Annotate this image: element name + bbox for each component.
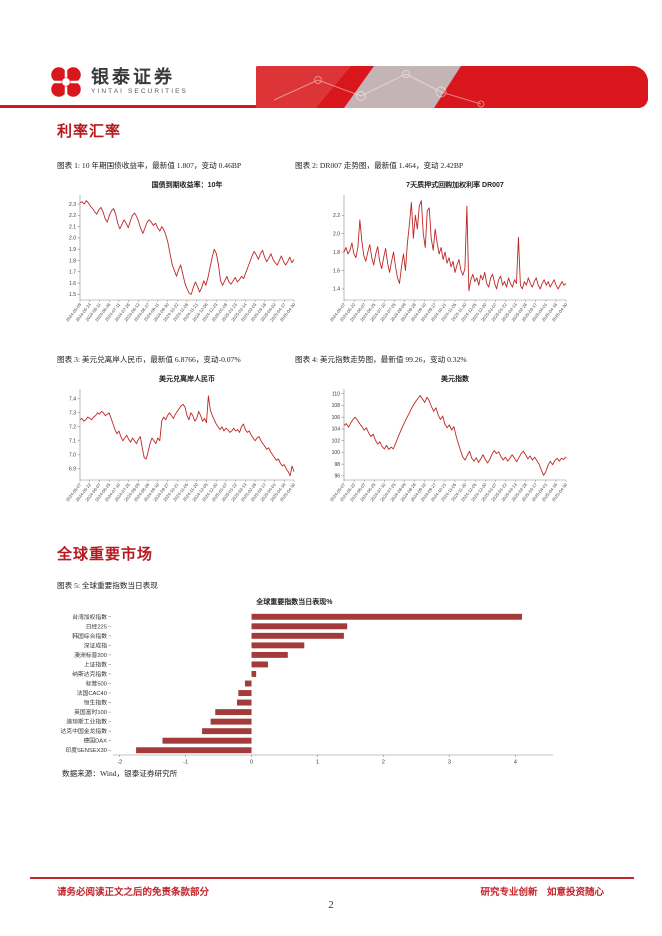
svg-text:澳洲标普200: 澳洲标普200: [74, 651, 107, 659]
svg-text:7.0: 7.0: [69, 453, 76, 459]
footer-divider: [30, 877, 634, 879]
svg-text:道琼斯工业指数: 道琼斯工业指数: [66, 718, 107, 726]
svg-text:6.9: 6.9: [69, 467, 76, 473]
header-banner-graphic: [256, 66, 648, 108]
svg-text:美元指数: 美元指数: [441, 374, 470, 383]
footer-slogan: 研究专业创新 如意投资随心: [480, 888, 604, 898]
svg-text:2.0: 2.0: [69, 236, 76, 242]
svg-text:4: 4: [514, 760, 517, 766]
svg-text:2.1: 2.1: [69, 224, 76, 230]
svg-text:-2: -2: [117, 760, 122, 766]
data-source-note: 数据来源：Wind，银泰证券研究所: [62, 769, 178, 778]
svg-text:7.3: 7.3: [69, 411, 76, 417]
svg-text:1.4: 1.4: [333, 287, 340, 293]
svg-text:100: 100: [332, 450, 341, 456]
svg-text:1: 1: [316, 760, 319, 766]
svg-text:7.1: 7.1: [69, 439, 76, 445]
yintai-logo-icon: [50, 66, 82, 98]
svg-text:3: 3: [448, 760, 451, 766]
treasury-yield-chart: 国债到期收益率：10年1.51.61.71.81.92.02.12.22.320…: [65, 180, 297, 322]
svg-text:上证指数: 上证指数: [84, 660, 107, 668]
svg-text:7天质押式回购加权利率 DR007: 7天质押式回购加权利率 DR007: [406, 180, 504, 189]
svg-text:104: 104: [332, 427, 341, 433]
svg-text:恒生指数: 恒生指数: [84, 699, 107, 707]
svg-text:98: 98: [334, 462, 340, 468]
svg-text:深证成指: 深证成指: [84, 641, 107, 649]
header-divider: [0, 105, 259, 108]
svg-text:台湾加权指数: 台湾加权指数: [72, 613, 107, 621]
svg-text:标普500: 标普500: [86, 680, 107, 688]
figure4-caption: 图表 4: 美元指数走势图，最新值 99.26，变动 0.32%: [295, 355, 467, 364]
svg-text:7.2: 7.2: [69, 425, 76, 431]
svg-text:108: 108: [332, 403, 341, 409]
svg-text:法国CAC40: 法国CAC40: [77, 689, 107, 697]
svg-text:德国DAX: 德国DAX: [83, 737, 107, 745]
svg-text:2.3: 2.3: [69, 202, 76, 208]
svg-text:印度SENSEX30: 印度SENSEX30: [65, 746, 107, 754]
svg-text:102: 102: [332, 438, 341, 444]
svg-text:美元兑离岸人民币: 美元兑离岸人民币: [159, 374, 215, 383]
svg-text:110: 110: [332, 391, 340, 397]
svg-text:7.4: 7.4: [69, 397, 76, 403]
svg-text:纳斯达克中国金龙指数: 纳斯达克中国金龙指数: [60, 727, 107, 735]
svg-text:英国富时100: 英国富时100: [74, 708, 107, 716]
svg-text:纳斯达克指数: 纳斯达克指数: [72, 670, 107, 678]
svg-text:1.7: 1.7: [69, 270, 76, 276]
figure3-caption: 图表 3: 美元兑离岸人民币，最新值 6.8766，变动-0.07%: [57, 355, 241, 364]
section-title-global: 全球重要市场: [57, 547, 154, 563]
svg-text:韩国综合指数: 韩国综合指数: [72, 632, 107, 640]
footer-disclaimer: 请务必阅读正文之后的免责条款部分: [57, 888, 210, 898]
svg-text:0: 0: [250, 760, 253, 766]
svg-text:-1: -1: [183, 760, 188, 766]
svg-text:2: 2: [382, 760, 385, 766]
page-number: 2: [328, 899, 334, 911]
brand-name-en: YINTAI SECURITIES: [91, 88, 188, 96]
svg-text:1.6: 1.6: [69, 281, 76, 287]
svg-text:2.2: 2.2: [69, 213, 76, 219]
svg-text:2.2: 2.2: [333, 213, 340, 219]
banner-network-pattern: [256, 66, 648, 108]
usd-index-chart: 美元指数96981001021041061081102024-05-072024…: [329, 374, 569, 502]
figure5-caption: 图表 5: 全球重要指数当日表现: [57, 581, 158, 590]
svg-text:106: 106: [332, 415, 341, 421]
svg-text:2.0: 2.0: [333, 231, 340, 237]
svg-text:1.5: 1.5: [69, 292, 76, 298]
svg-text:1.9: 1.9: [69, 247, 76, 253]
svg-text:日经225: 日经225: [86, 622, 107, 630]
usd-cnh-chart: 美元兑离岸人民币6.97.07.17.27.37.42024-05-072024…: [65, 374, 297, 502]
figure1-caption: 图表 1: 10 年期国债收益率，最新值 1.807，变动 0.46BP: [57, 161, 242, 170]
dr007-chart: 7天质押式回购加权利率 DR0071.41.61.82.02.22024-05-…: [329, 180, 569, 322]
svg-text:1.6: 1.6: [333, 268, 340, 274]
section-title-rates: 利率汇率: [57, 124, 122, 140]
svg-text:1.8: 1.8: [69, 258, 76, 264]
svg-text:国债到期收益率：10年: 国债到期收益率：10年: [152, 180, 223, 189]
brand-name-cn: 银泰证券: [91, 67, 175, 88]
svg-text:96: 96: [334, 474, 340, 480]
svg-text:1.8: 1.8: [333, 250, 340, 256]
svg-text:全球重要指数当日表现%: 全球重要指数当日表现%: [255, 597, 333, 606]
figure2-caption: 图表 2: DR007 走势图，最新值 1.464，变动 2.42BP: [295, 161, 464, 170]
company-logo: 银泰证券 YINTAI SECURITIES: [48, 64, 188, 100]
brand-text: 银泰证券 YINTAI SECURITIES: [91, 68, 188, 96]
